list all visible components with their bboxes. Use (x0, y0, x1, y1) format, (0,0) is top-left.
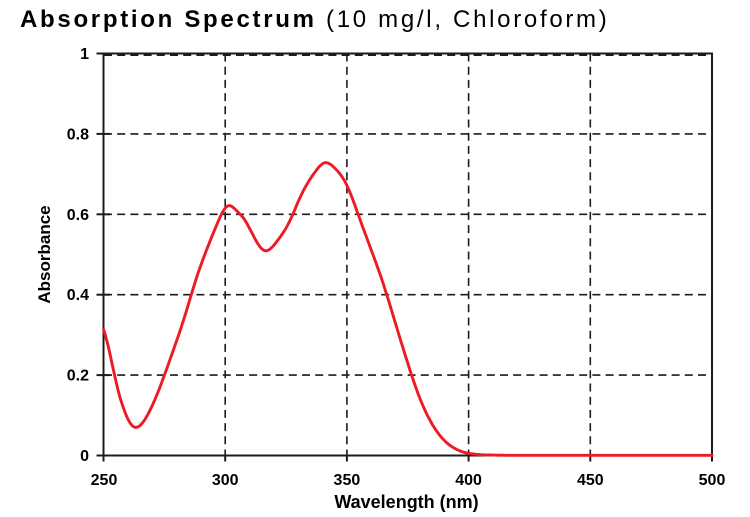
svg-text:0: 0 (80, 448, 89, 465)
svg-text:0.2: 0.2 (67, 368, 89, 385)
svg-text:350: 350 (334, 472, 361, 489)
svg-text:300: 300 (212, 472, 239, 489)
svg-text:0.4: 0.4 (67, 287, 89, 304)
svg-text:450: 450 (577, 472, 604, 489)
svg-text:500: 500 (699, 472, 726, 489)
svg-text:0.8: 0.8 (67, 126, 89, 143)
svg-text:1: 1 (80, 46, 89, 63)
svg-text:Absorbance: Absorbance (35, 205, 54, 303)
svg-text:0.6: 0.6 (67, 207, 89, 224)
svg-text:Wavelength (nm): Wavelength (nm) (334, 492, 478, 512)
svg-text:400: 400 (455, 472, 482, 489)
svg-text:250: 250 (91, 472, 118, 489)
